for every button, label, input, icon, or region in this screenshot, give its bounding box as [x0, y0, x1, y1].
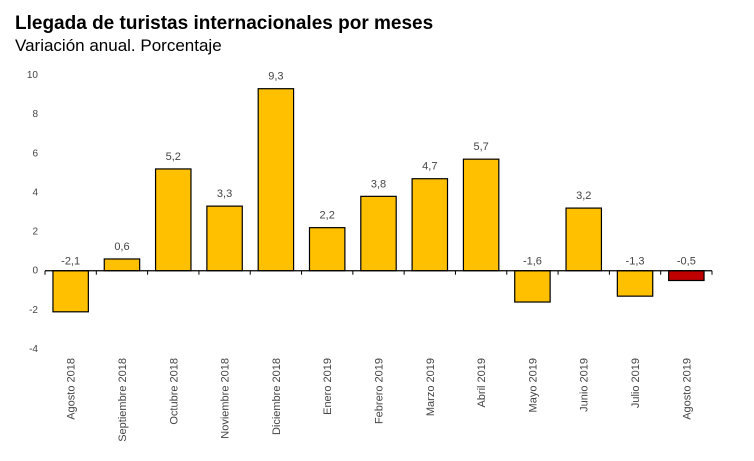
bar-12: [616, 270, 654, 297]
y-tick-label: -2: [29, 305, 38, 316]
y-tick-label: 8: [32, 109, 38, 120]
category-label: Abril 2019: [476, 358, 488, 408]
data-label: 4,7: [422, 161, 437, 173]
y-tick-label: 10: [27, 70, 39, 81]
y-tick-label: 4: [32, 187, 38, 198]
category-label: Mayo 2019: [527, 358, 539, 412]
y-tick-label: 0: [32, 266, 38, 277]
data-label: -2,1: [61, 256, 80, 268]
data-label: 3,2: [576, 190, 591, 202]
bar-7: [360, 195, 397, 272]
category-label: Noviembre 2018: [220, 358, 232, 439]
chart-subtitle: Variación anual. Porcentaje: [15, 36, 222, 55]
data-label: 2,2: [320, 210, 335, 222]
data-label: 5,2: [166, 151, 181, 163]
category-label: Junio 2019: [579, 358, 591, 412]
bar-9: [462, 158, 500, 272]
data-label: -0,5: [677, 256, 696, 268]
bar-1: [52, 270, 89, 313]
x-axis: [44, 270, 713, 275]
chart-title: Llegada de turistas internacionales por …: [15, 13, 434, 34]
data-label: 3,3: [217, 188, 232, 200]
category-label: Diciembre 2018: [271, 358, 283, 435]
data-label: 3,8: [371, 178, 386, 190]
data-labels: -2,1 0,6 5,2 3,3 9,3 2,2 3,8 4,7 5,7 -1,6 3,2 -1,3 -…: [61, 71, 696, 268]
data-label: 0,6: [114, 241, 129, 253]
data-label: -1,6: [523, 256, 542, 268]
category-label: Octubre 2018: [168, 358, 180, 425]
bar-13: [668, 270, 705, 282]
category-label: Agosto 2019: [681, 358, 693, 420]
category-label: Agosto 2018: [66, 358, 78, 420]
category-label: Septiembre 2018: [117, 358, 129, 442]
category-labels: Agosto 2018 Septiembre 2018 Octubre 2018 No…: [66, 358, 694, 442]
bar-6: [308, 227, 346, 272]
bar-8: [411, 178, 449, 272]
bar-2: [103, 258, 141, 272]
y-tick-label: 2: [32, 227, 38, 238]
y-axis-ticks: 10 8 6 4 2 0 -2 -4: [27, 70, 39, 355]
bar-5: [257, 88, 295, 272]
bar-3: [154, 168, 192, 272]
bar-11: [565, 207, 603, 272]
category-label: Enero 2019: [322, 358, 334, 415]
bar-4: [206, 205, 243, 272]
category-label: Julio 2019: [630, 358, 642, 408]
bar-10: [514, 270, 551, 303]
data-label: -1,3: [626, 256, 645, 268]
y-tick-label: 6: [32, 148, 38, 159]
data-label: 9,3: [268, 71, 283, 83]
category-label: Marzo 2019: [425, 358, 437, 416]
category-label: Febrero 2019: [374, 358, 386, 424]
y-tick-label: -4: [29, 344, 38, 355]
bars: [52, 88, 705, 313]
data-label: 5,7: [473, 141, 488, 153]
